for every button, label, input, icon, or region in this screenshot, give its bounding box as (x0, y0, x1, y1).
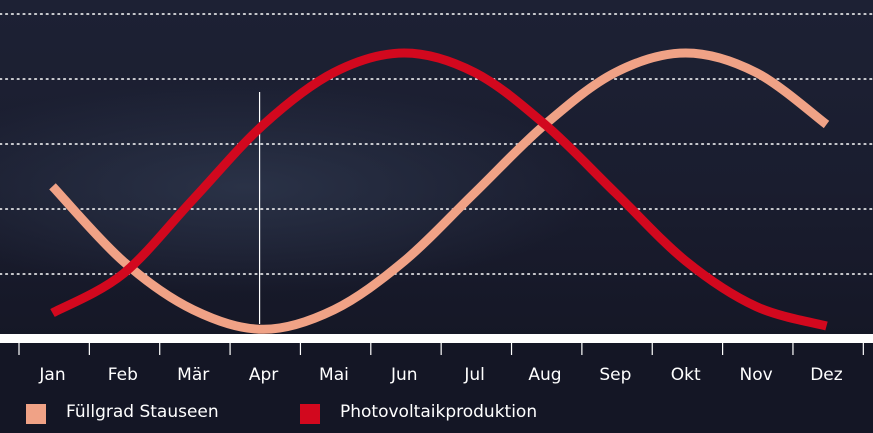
x-axis: Jan Feb Mär Apr Mai Jun Jul Aug Sep Okt Nov Dez (0, 334, 873, 385)
series-lines (49, 48, 830, 334)
legend-label-1: Füllgrad Stauseen (66, 402, 219, 422)
x-tick-label: Nov (740, 365, 773, 385)
legend-label-2: Photovoltaikproduktion (340, 402, 538, 422)
legend-swatch-2 (300, 404, 320, 424)
x-tick-label: Sep (599, 365, 631, 385)
x-tick-label: Aug (528, 365, 561, 385)
legend: Füllgrad Stauseen Photovoltaikproduktion (0, 401, 873, 431)
legend-swatch-1 (26, 404, 46, 424)
series-line-fuellgrad-stauseen (49, 48, 830, 334)
x-tick-label: Dez (810, 365, 843, 385)
x-tick-label: Jul (463, 365, 485, 385)
x-tick-label: Okt (671, 365, 701, 385)
x-tick-label: Jan (38, 365, 65, 385)
axis-background (0, 340, 873, 433)
x-tick-label: Mär (177, 365, 209, 385)
x-axis-line (0, 334, 873, 343)
series-line-photovoltaikproduktion (50, 48, 828, 331)
x-tick-label: Feb (108, 365, 138, 385)
x-tick-label: Apr (249, 365, 278, 385)
x-tick-label: Mai (319, 365, 349, 385)
x-tick-label: Jun (390, 365, 418, 385)
